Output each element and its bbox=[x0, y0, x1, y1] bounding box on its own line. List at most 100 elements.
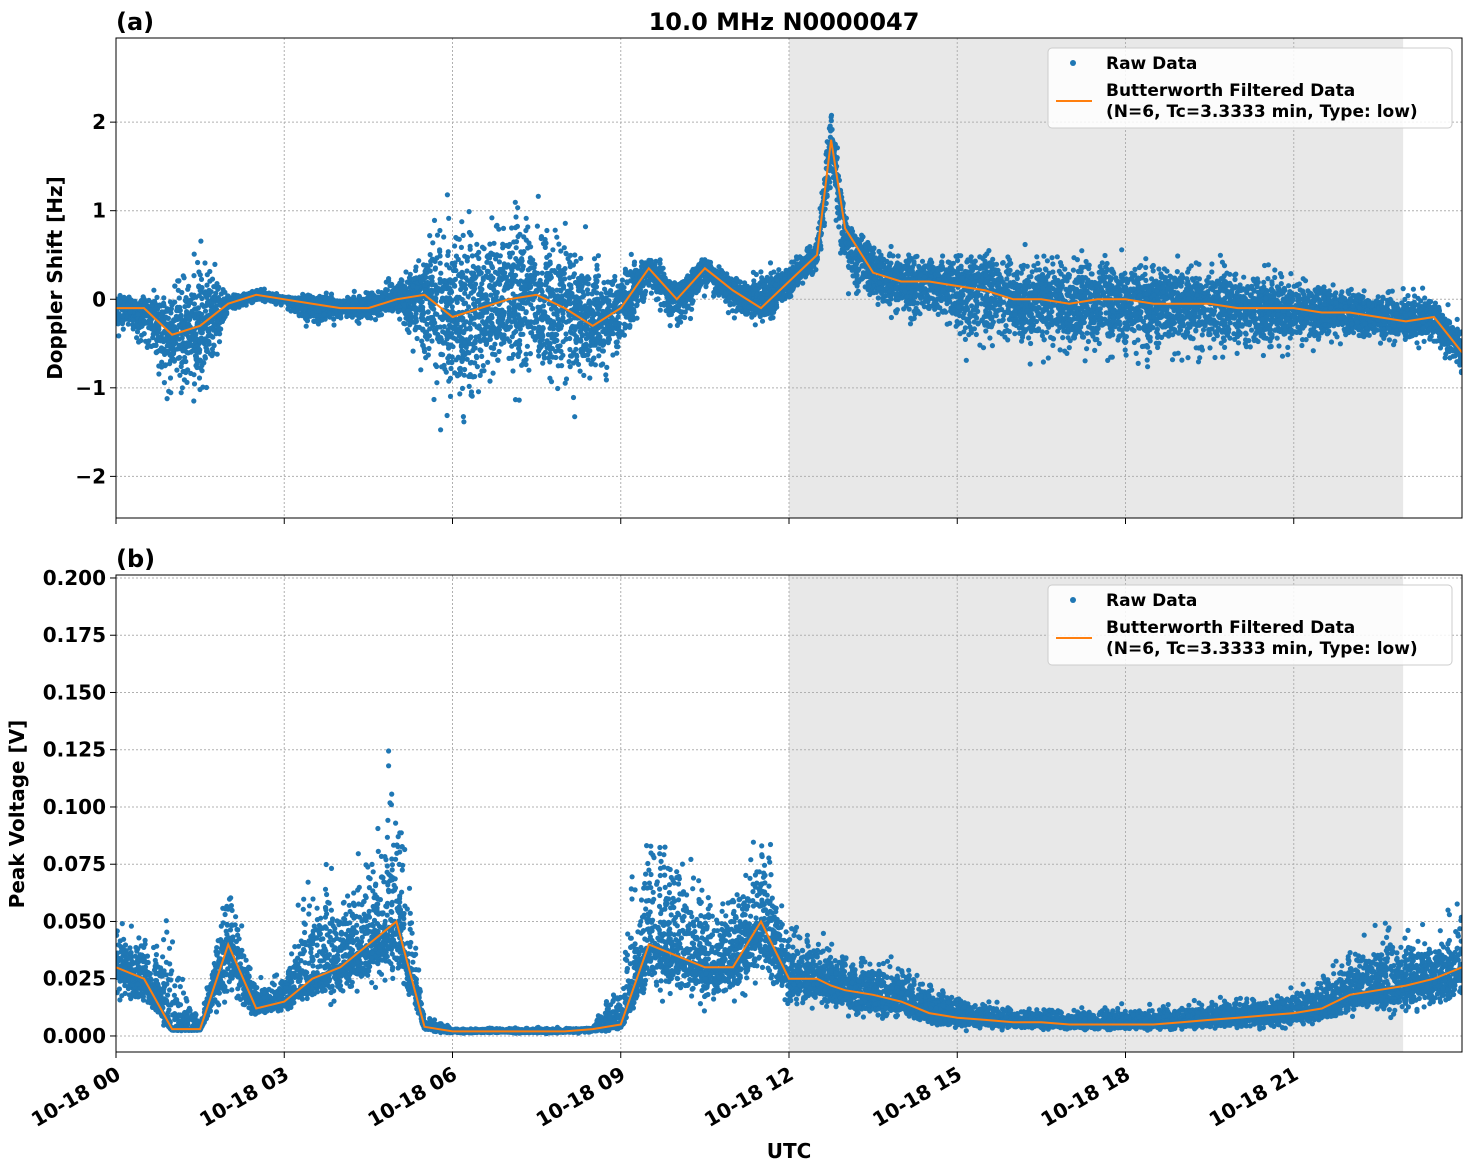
raw-data-point bbox=[536, 310, 541, 315]
raw-data-point bbox=[500, 242, 505, 247]
raw-data-point bbox=[491, 241, 496, 246]
raw-data-point bbox=[561, 284, 566, 289]
raw-data-point bbox=[305, 318, 310, 323]
raw-data-point bbox=[543, 262, 548, 267]
raw-data-point bbox=[191, 295, 196, 300]
raw-data-point bbox=[488, 293, 493, 298]
raw-data-point bbox=[659, 302, 664, 307]
raw-data-point bbox=[544, 228, 549, 233]
raw-data-point bbox=[397, 317, 402, 322]
raw-data-point bbox=[528, 284, 533, 289]
raw-data-point bbox=[438, 427, 443, 432]
raw-data-point bbox=[446, 216, 451, 221]
raw-data-point bbox=[607, 337, 612, 342]
raw-data-point bbox=[497, 349, 502, 354]
raw-data-point bbox=[176, 278, 181, 283]
raw-data-point bbox=[408, 272, 413, 277]
raw-data-point bbox=[468, 326, 473, 331]
raw-data-point bbox=[499, 277, 504, 282]
raw-data-point bbox=[579, 332, 584, 337]
raw-data-point bbox=[486, 255, 491, 260]
raw-data-point bbox=[591, 355, 596, 360]
raw-data-point bbox=[567, 347, 572, 352]
raw-data-point bbox=[630, 314, 635, 319]
raw-data-point bbox=[203, 356, 208, 361]
raw-data-point bbox=[217, 339, 222, 344]
raw-data-point bbox=[520, 332, 525, 337]
raw-data-point bbox=[433, 265, 438, 270]
raw-data-point bbox=[199, 277, 204, 282]
raw-data-point bbox=[513, 200, 518, 205]
raw-data-point bbox=[355, 319, 360, 324]
raw-data-point bbox=[466, 304, 471, 309]
raw-data-point bbox=[543, 245, 548, 250]
raw-data-point bbox=[181, 369, 186, 374]
raw-data-point bbox=[535, 224, 540, 229]
raw-data-point bbox=[198, 365, 203, 370]
raw-data-point bbox=[468, 280, 473, 285]
raw-data-point bbox=[198, 330, 203, 335]
raw-data-point bbox=[535, 271, 540, 276]
raw-data-point bbox=[335, 298, 340, 303]
y-tick-label: −2 bbox=[75, 464, 106, 488]
raw-data-point bbox=[445, 413, 450, 418]
raw-data-point bbox=[212, 262, 217, 267]
raw-data-point bbox=[435, 325, 440, 330]
raw-data-point bbox=[541, 352, 546, 357]
raw-data-point bbox=[411, 290, 416, 295]
raw-data-point bbox=[654, 297, 659, 302]
raw-data-point bbox=[451, 279, 456, 284]
raw-data-point bbox=[448, 394, 453, 399]
raw-data-point bbox=[209, 308, 214, 313]
raw-data-point bbox=[446, 379, 451, 384]
raw-data-point bbox=[354, 312, 359, 317]
raw-data-point bbox=[414, 324, 419, 329]
raw-data-point bbox=[711, 294, 716, 299]
raw-data-point bbox=[554, 235, 559, 240]
raw-data-point bbox=[203, 309, 208, 314]
raw-data-point bbox=[480, 245, 485, 250]
raw-data-point bbox=[688, 316, 693, 321]
raw-data-point bbox=[126, 322, 131, 327]
raw-data-point bbox=[183, 298, 188, 303]
raw-data-point bbox=[428, 252, 433, 257]
raw-data-point bbox=[536, 329, 541, 334]
raw-data-point bbox=[430, 275, 435, 280]
raw-data-point bbox=[180, 385, 185, 390]
raw-data-point bbox=[351, 294, 356, 299]
raw-data-point bbox=[478, 289, 483, 294]
raw-data-point bbox=[459, 245, 464, 250]
raw-data-point bbox=[459, 261, 464, 266]
raw-data-point bbox=[190, 349, 195, 354]
raw-data-point bbox=[438, 352, 443, 357]
raw-data-point bbox=[507, 251, 512, 256]
raw-data-point bbox=[560, 353, 565, 358]
raw-data-point bbox=[564, 376, 569, 381]
raw-data-point bbox=[676, 302, 681, 307]
raw-data-point bbox=[359, 300, 364, 305]
raw-data-point bbox=[602, 310, 607, 315]
raw-data-point bbox=[425, 280, 430, 285]
raw-data-point bbox=[462, 291, 467, 296]
raw-data-point bbox=[188, 371, 193, 376]
raw-data-point bbox=[412, 306, 417, 311]
raw-data-point bbox=[367, 295, 372, 300]
raw-data-point bbox=[518, 326, 523, 331]
raw-data-point bbox=[538, 278, 543, 283]
raw-data-point bbox=[455, 373, 460, 378]
raw-data-point bbox=[583, 327, 588, 332]
raw-data-point bbox=[188, 300, 193, 305]
raw-data-point bbox=[426, 346, 431, 351]
raw-data-point bbox=[180, 335, 185, 340]
raw-data-point bbox=[174, 327, 179, 332]
raw-data-point bbox=[345, 295, 350, 300]
raw-data-point bbox=[386, 276, 391, 281]
raw-data-point bbox=[144, 300, 149, 305]
raw-data-point bbox=[217, 331, 222, 336]
raw-data-point bbox=[366, 312, 371, 317]
raw-data-point bbox=[567, 260, 572, 265]
raw-data-point bbox=[516, 351, 521, 356]
raw-data-point bbox=[639, 293, 644, 298]
raw-data-point bbox=[658, 308, 663, 313]
raw-data-point bbox=[504, 265, 509, 270]
